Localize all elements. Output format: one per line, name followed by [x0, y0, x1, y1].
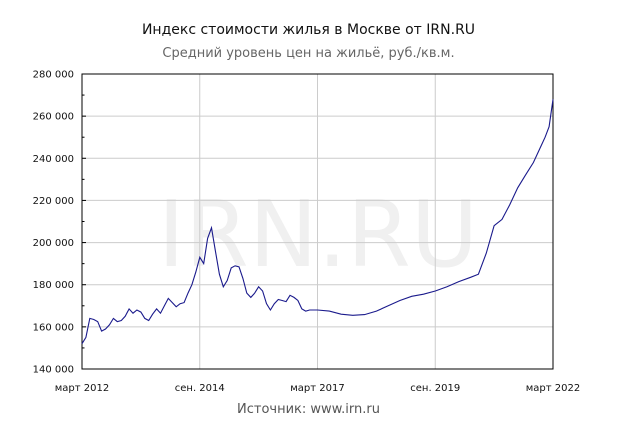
series-line: [81, 99, 554, 344]
y-tick-label: 180 000: [33, 280, 74, 291]
x-axis: март 2012 сен. 2014 март 2017 сен. 2019 март…: [55, 383, 580, 394]
y-tick-label: 140 000: [33, 365, 74, 376]
x-grid: [199, 74, 436, 369]
source-label: Источник: www.irn.ru: [237, 402, 380, 417]
x-tick-label: сен. 2019: [410, 383, 460, 394]
x-tick-label: март 2022: [526, 383, 580, 394]
x-tick-label: март 2017: [290, 383, 344, 394]
x-tick-label: март 2012: [55, 383, 109, 394]
y-grid: [82, 115, 553, 328]
y-tick-label: 260 000: [33, 112, 74, 123]
y-tick-label: 240 000: [33, 154, 74, 165]
y-axis: 140 000 160 000 180 000 200 000 220 000 240 0…: [33, 70, 86, 376]
chart-subtitle: Средний уровень цен на жильё, руб./кв.м.: [162, 46, 455, 61]
chart-title: Индекс стоимости жилья в Москве от IRN.R…: [141, 22, 476, 38]
y-tick-label: 160 000: [33, 322, 74, 333]
y-tick-label: 220 000: [33, 196, 74, 207]
y-tick-label: 200 000: [33, 238, 74, 249]
x-tick-label: сен. 2014: [175, 383, 225, 394]
y-tick-label: 280 000: [33, 70, 74, 81]
